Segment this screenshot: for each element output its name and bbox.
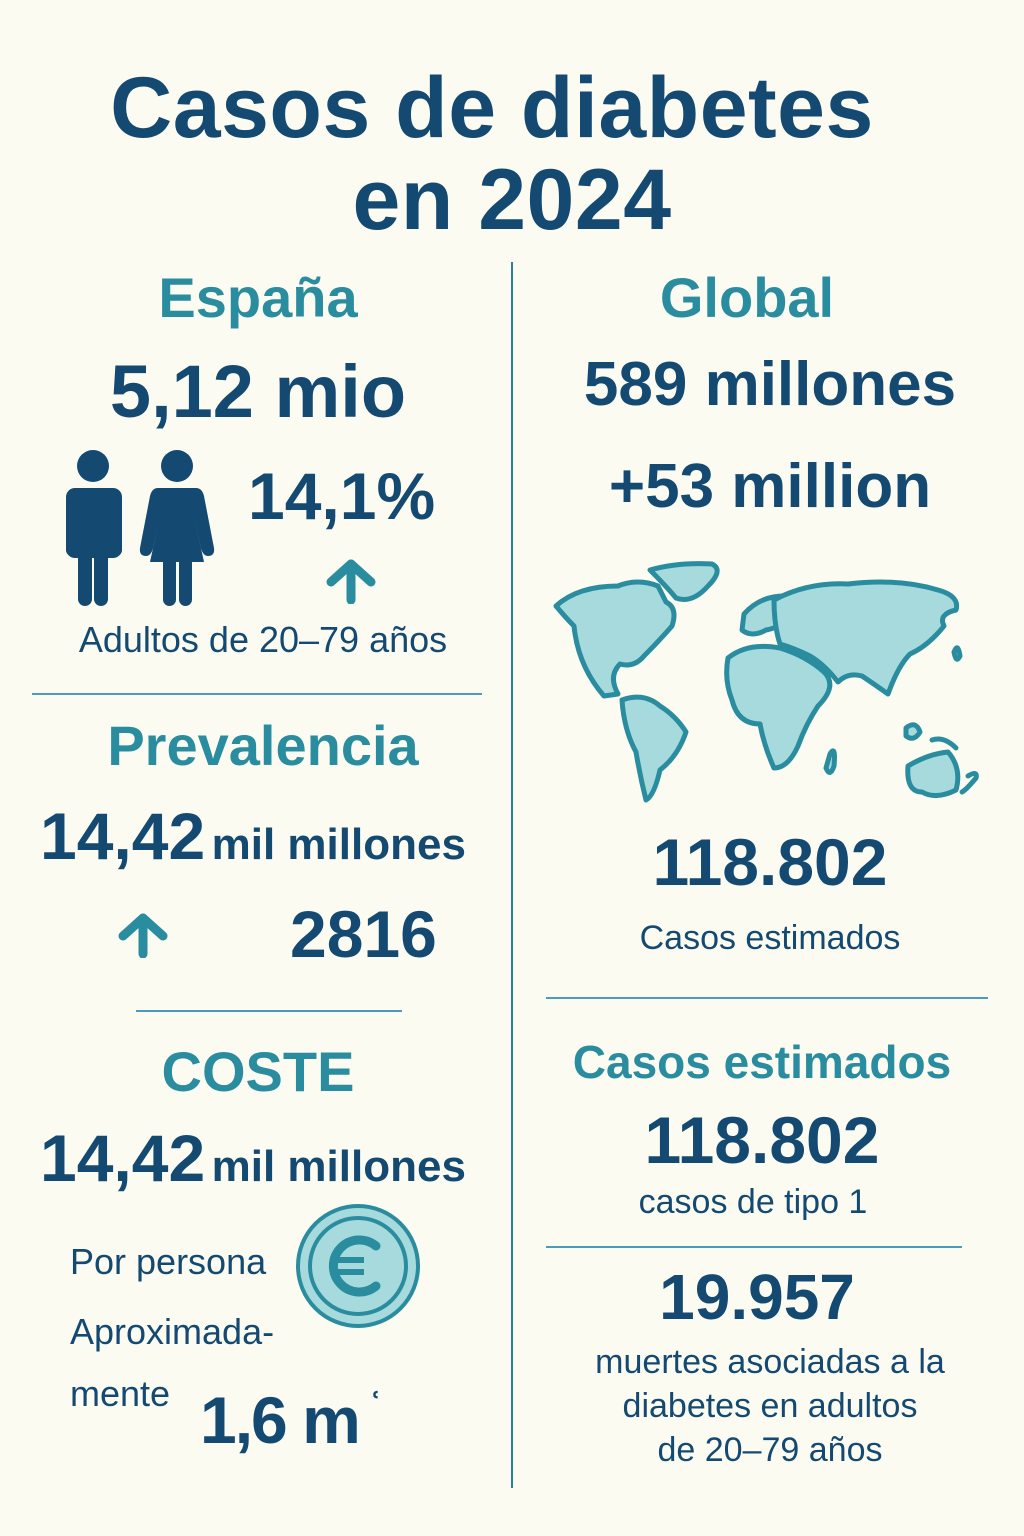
man-woman-icon <box>60 444 220 609</box>
center-column-divider <box>511 262 513 1488</box>
deaths-label-line3: de 20–79 años <box>657 1431 883 1469</box>
estimated-cases-heading: Casos estimados <box>572 1036 952 1088</box>
divider-spain-prevalence <box>32 693 482 695</box>
type1-label: casos de tipo 1 <box>638 1183 868 1221</box>
deaths-label-line2: diabetes en adultos <box>622 1387 918 1425</box>
prevalence-value-unit: mil millones <box>211 820 466 869</box>
prevalence-heading: Prevalencia <box>107 714 419 777</box>
cost-per-person-value-tail: ʿ <box>368 1386 382 1430</box>
spain-total: 5,12 mio <box>109 350 407 433</box>
spain-percent: 14,1% <box>248 459 436 533</box>
global-heading: Global <box>659 266 835 329</box>
prevalence-trend-arrow-up-icon <box>117 910 169 958</box>
world-map-icon <box>548 556 988 806</box>
deaths-label: muertes asociadas a la diabetes en adult… <box>520 1340 1020 1472</box>
divider-prevalence-cost <box>136 1010 402 1012</box>
cost-value: 14,42 mil millones <box>40 1122 466 1203</box>
cost-per-person-value-text: 1,6 m <box>200 1383 361 1457</box>
euro-coin-icon <box>294 1202 422 1330</box>
spain-trend-arrow-up-icon <box>325 556 377 604</box>
type1-value: 118.802 <box>644 1103 880 1177</box>
global-estimated-label: Casos estimados <box>639 919 901 957</box>
cost-value-number: 14,42 <box>40 1121 206 1195</box>
global-total: 589 millones <box>583 350 957 419</box>
page-title-line-1: Casos de diabetes <box>110 60 874 156</box>
prevalence-value-number: 14,42 <box>40 799 206 873</box>
spain-heading: España <box>158 266 358 329</box>
cost-approx-line1: Aproximada- <box>70 1311 275 1352</box>
divider-global-estimated <box>546 997 988 999</box>
spain-caption: Adultos de 20–79 años <box>78 619 448 660</box>
page-title-line-2: en 2024 <box>352 152 672 248</box>
cost-approx-line2: mente <box>70 1373 171 1414</box>
prevalence-secondary-value: 2816 <box>290 897 437 971</box>
global-estimated-value: 118.802 <box>652 825 888 899</box>
prevalence-value: 14,42 mil millones <box>40 800 466 881</box>
divider-type1-deaths <box>546 1246 962 1248</box>
global-increase: +53 million <box>608 452 932 521</box>
page-title: Casos de diabetes en 2024 <box>0 62 1024 246</box>
deaths-value: 19.957 <box>659 1261 855 1333</box>
cost-per-person-label: Por persona <box>70 1241 267 1282</box>
deaths-label-line1: muertes asociadas a la <box>595 1343 945 1381</box>
cost-heading: COSTE <box>161 1040 355 1103</box>
cost-value-unit: mil millones <box>211 1142 466 1191</box>
